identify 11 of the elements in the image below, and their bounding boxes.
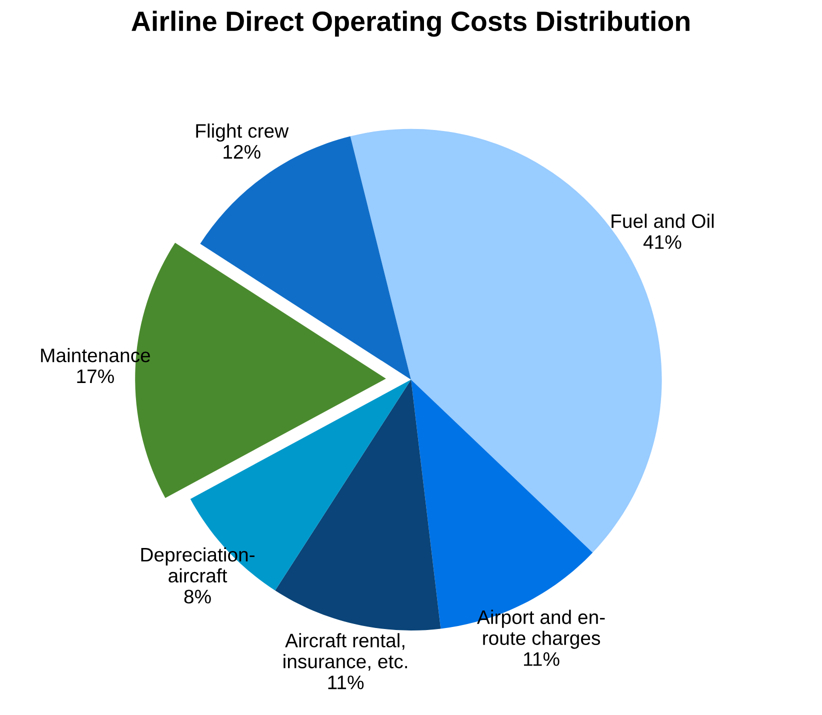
slice-label: Fuel and Oil xyxy=(612,214,714,228)
data-label: 11% xyxy=(328,676,364,690)
slice-label: Aircraft rental, insurance, etc. xyxy=(284,633,408,671)
slice-label: Flight crew xyxy=(196,124,289,142)
data-label: 41% xyxy=(643,235,682,249)
slice-label: Airport and en- route charges xyxy=(477,610,605,649)
data-label: 12% xyxy=(224,144,260,159)
data-label: 11% xyxy=(524,652,560,666)
data-label: 17% xyxy=(77,370,114,384)
chart-title: Airline Direct Operating Costs Distribution xyxy=(132,10,690,37)
data-label: 8% xyxy=(184,590,211,604)
